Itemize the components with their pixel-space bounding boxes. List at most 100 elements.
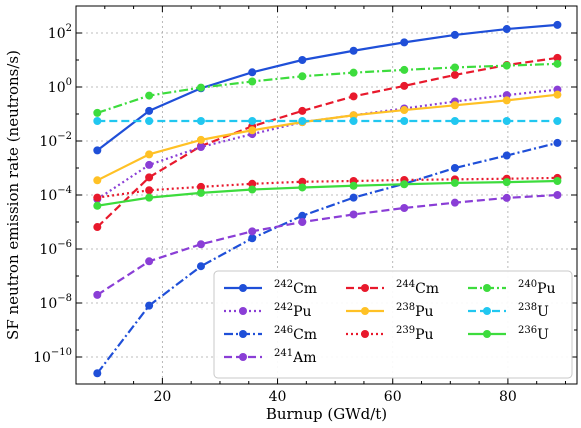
data-point — [196, 240, 205, 249]
legend-label: 238Pu — [396, 302, 434, 320]
y-tick-base: 10 — [33, 350, 51, 366]
legend-marker — [361, 330, 369, 338]
legend-mass-number: 236 — [518, 325, 537, 336]
legend-element-symbol: U — [537, 327, 549, 343]
data-point — [196, 182, 205, 191]
data-point — [298, 183, 307, 192]
data-point — [298, 218, 307, 226]
data-point — [196, 117, 205, 126]
legend-marker — [239, 353, 247, 361]
series-line — [96, 141, 558, 374]
data-point — [298, 56, 307, 64]
x-tick-label: 80 — [499, 389, 517, 405]
series-242cm — [93, 20, 562, 155]
data-point — [248, 179, 257, 188]
data-point — [349, 111, 358, 120]
legend-label: 242Pu — [274, 302, 312, 320]
y-tick-base: 10 — [39, 188, 57, 204]
y-tick-label: 10−4 — [39, 185, 72, 204]
data-point — [553, 53, 562, 62]
data-point — [196, 262, 205, 271]
data-point — [93, 108, 102, 117]
data-point — [349, 92, 358, 101]
y-tick-base: 10 — [39, 134, 57, 150]
data-point — [553, 138, 562, 147]
series-line — [97, 176, 558, 199]
legend-element-symbol: Pu — [537, 281, 555, 297]
data-point — [349, 68, 358, 77]
y-tick-label: 10−10 — [33, 347, 72, 366]
legend-element-symbol: Pu — [415, 304, 433, 320]
y-axis-label: SF neutron emission rate (neutrons/s) — [4, 50, 22, 340]
legend-label: 236U — [518, 325, 549, 343]
data-point — [93, 223, 102, 232]
data-point — [93, 201, 102, 210]
legend-element-symbol: Cm — [293, 281, 317, 297]
data-point — [553, 90, 562, 99]
data-point — [248, 234, 257, 243]
data-point — [450, 178, 459, 187]
legend-element-symbol: Cm — [293, 327, 317, 343]
data-point — [502, 25, 511, 34]
data-point — [248, 126, 257, 135]
series-236u — [93, 177, 562, 210]
series-line — [97, 179, 558, 207]
legend-mass-number: 241 — [274, 348, 293, 359]
data-point — [502, 178, 511, 187]
series-line — [96, 62, 558, 114]
data-point — [196, 188, 205, 197]
series-238pu — [93, 90, 562, 185]
plot-frame — [75, 5, 578, 385]
y-tick-exponent: −8 — [57, 293, 72, 304]
legend-mass-number: 238 — [518, 302, 537, 313]
series-240pu — [93, 59, 562, 117]
data-point — [298, 117, 307, 126]
y-tick-label: 10−6 — [39, 239, 72, 258]
legend-marker — [239, 330, 247, 338]
data-point — [93, 193, 102, 202]
data-point — [502, 96, 511, 105]
legend-element-symbol: Am — [292, 350, 316, 366]
data-point — [298, 106, 307, 115]
legend-entry: 240Pu — [468, 279, 556, 297]
x-tick-label: 20 — [153, 389, 171, 405]
data-point — [145, 186, 154, 195]
y-tick-base: 10 — [48, 26, 66, 42]
y-tick-exponent: −2 — [57, 131, 72, 142]
data-point — [400, 180, 409, 189]
data-point — [349, 193, 358, 202]
legend-entry: 236U — [468, 325, 549, 343]
legend-label: 240Pu — [518, 279, 556, 297]
legend-element-symbol: Pu — [293, 304, 311, 320]
x-tick-label: 40 — [269, 389, 287, 405]
series-241am — [93, 191, 562, 299]
data-point — [502, 193, 511, 202]
data-point — [93, 369, 102, 378]
data-point — [196, 142, 205, 151]
y-tick-exponent: −6 — [57, 239, 72, 250]
series-238u — [93, 117, 562, 126]
data-point — [450, 164, 459, 172]
data-point — [450, 198, 459, 207]
legend-label: 241Am — [274, 348, 316, 366]
y-tick-label: 10−2 — [39, 131, 72, 150]
data-point — [93, 290, 102, 299]
data-point — [400, 204, 409, 213]
x-tick-label: 60 — [384, 389, 402, 405]
legend-label: 244Cm — [396, 279, 439, 297]
data-point — [248, 68, 257, 77]
legend-entry: 241Am — [224, 348, 316, 366]
x-tick-labels: 20 40 60 80 — [153, 389, 516, 405]
series-line — [96, 56, 558, 228]
series-244cm — [93, 53, 562, 232]
legend-mass-number: 239 — [396, 325, 415, 336]
legend-marker — [483, 307, 491, 315]
data-point — [502, 151, 511, 160]
y-tick-label: 100 — [48, 77, 72, 96]
data-point — [196, 83, 205, 92]
series-line — [96, 23, 558, 152]
